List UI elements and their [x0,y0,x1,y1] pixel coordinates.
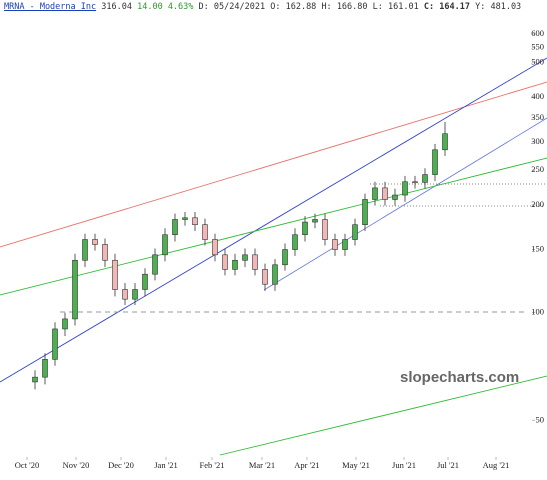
candle-body [182,217,188,220]
candle-body [62,318,68,330]
trendline [0,81,547,248]
candle-body [402,181,408,196]
quote-label: Y: [475,2,486,12]
candle-body [52,328,58,360]
candle-body [292,234,298,250]
candle-body [382,187,388,200]
trendline [0,157,547,296]
trendlines [0,57,547,456]
candles [32,121,448,390]
quote-value: 05/24/2021 [213,2,266,12]
quote-header: MRNA - Moderna Inc 316.04 14.00 4.63% D:… [4,2,521,12]
candle-body [142,273,148,290]
watermark: slopecharts.com [400,369,519,386]
x-tick-label: Nov '20 [63,460,90,470]
candle-body [372,187,378,200]
x-tick-label: Mar '21 [249,460,275,470]
candle-body [442,133,448,151]
candle-body [212,239,218,256]
y-tick-label: 600 [531,28,544,38]
quote-label: O: [270,2,281,12]
candle-body [312,219,318,223]
y-tick-label: 150 [531,244,544,254]
candle-body [122,289,128,300]
y-tick-label: 550 [531,42,544,52]
y-tick-label: 250 [531,164,544,174]
quote-label: H: [321,2,332,12]
candle-body [202,224,208,240]
x-tick-label: Jan '21 [154,460,178,470]
candle-body [112,259,118,290]
candle-body [302,221,308,236]
candle-body [422,174,428,183]
x-tick-label: Jul '21 [437,460,459,470]
candle-body [32,376,38,383]
x-tick-label: Dec '20 [108,460,134,470]
candle-body [132,289,138,300]
candle-body [322,219,328,240]
candle-body [252,254,258,270]
candle-body [392,194,398,200]
candle-body [172,219,178,236]
y-tick-label: 50 [536,414,545,424]
candle-body [162,234,168,256]
y-tick-label: 350 [531,112,544,122]
candle-body [242,254,248,261]
y-tick-label: 400 [531,91,544,101]
quote-label: C: [423,2,435,12]
quote-value: 481.03 [490,2,522,12]
trendline [0,57,547,383]
trendline [219,375,547,456]
quote-value: 164.17 [439,2,470,12]
y-tick-label: 200 [531,199,544,209]
y-tick-label: 500 [531,56,544,66]
candle-body [152,254,158,275]
candle-body [102,244,108,261]
candle-body [232,259,238,270]
candle-body [72,259,78,320]
x-tick-label: Jun '21 [392,460,416,470]
x-tick-label: Oct '20 [15,460,39,470]
quote-fields: D: 05/24/2021 O: 162.88 H: 166.80 L: 161… [199,2,522,12]
symbol-link[interactable]: MRNA - Moderna Inc [4,2,97,12]
candle-body [82,239,88,261]
quote-label: D: [198,2,209,12]
change-pct: 4.63% [167,2,194,12]
x-tick-label: Apr '21 [294,460,319,470]
x-tick-label: May '21 [342,460,370,470]
trendline [263,117,547,291]
quote-value: 166.80 [336,2,368,12]
change: 14.00 [137,2,163,12]
candle-body [262,269,268,285]
candle-body [272,264,278,285]
candle-body [42,359,48,378]
y-tick-label: 300 [531,136,544,146]
candle-body [362,199,368,226]
last-price: 316.04 [101,2,132,12]
x-tick-label: Feb '21 [200,460,225,470]
candle-body [222,254,228,270]
y-tick-label: 100 [531,307,544,317]
quote-value: 161.01 [388,2,419,12]
candle-body [192,217,198,226]
x-tick-label: Aug '21 [483,460,510,470]
candle-body [92,239,98,245]
candle-body [342,239,348,250]
quote-label: L: [372,2,383,12]
quote-value: 162.88 [285,2,317,12]
candle-body [332,239,338,250]
candle-body [352,224,358,240]
candle-body [432,149,438,175]
candle-body [282,249,288,266]
candle-body [412,181,418,184]
